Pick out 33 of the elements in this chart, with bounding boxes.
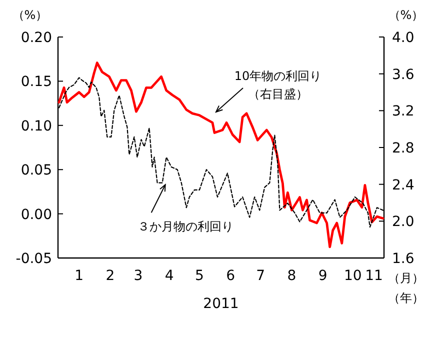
y-tick-label: 0.15 [20, 74, 52, 90]
y-tick-label: 0.00 [20, 206, 52, 223]
annotation: （右目盛） [248, 87, 308, 101]
y-axis-title: （%） [12, 8, 48, 22]
line-series [58, 62, 384, 248]
x-tick-label: 11 [365, 268, 383, 284]
x-tick-label: 5 [194, 268, 204, 284]
text: （年） [388, 291, 424, 305]
y2-tick-label: 2.4 [392, 177, 414, 194]
y-tick-label: 0.10 [20, 118, 52, 134]
y-tick-label: -0.05 [16, 251, 52, 267]
x-tick-label: 9 [318, 268, 328, 284]
x-tick-label: 7 [256, 268, 266, 284]
y2-axis-title: （%） [388, 8, 424, 22]
y2-tick-label: 2.0 [392, 214, 414, 230]
y2-tick-label: 2.8 [392, 140, 414, 156]
annotation: ３か月物の利回り [137, 220, 234, 234]
y2-tick-label: 1.6 [392, 251, 414, 267]
x-tick-label: 4 [164, 268, 174, 284]
x-axis-title: 2011 [203, 296, 239, 312]
annotation: 10年物の利回り [234, 69, 322, 83]
y2-tick-label: 3.6 [392, 66, 414, 83]
y-tick-label: 0.05 [20, 162, 52, 179]
x-tick-label: 8 [287, 268, 296, 284]
x-tick-label: 3 [134, 268, 143, 284]
x-tick-label: 2 [106, 268, 115, 284]
y-tick-label: 0.20 [20, 30, 52, 46]
y2-tick-label: 3.2 [392, 104, 414, 120]
x-tick-label: 1 [74, 268, 84, 284]
y2-tick-label: 4.0 [392, 30, 414, 46]
text: （月） [388, 271, 424, 285]
x-tick-label: 10 [344, 268, 362, 284]
x-tick-label: 6 [226, 268, 236, 284]
